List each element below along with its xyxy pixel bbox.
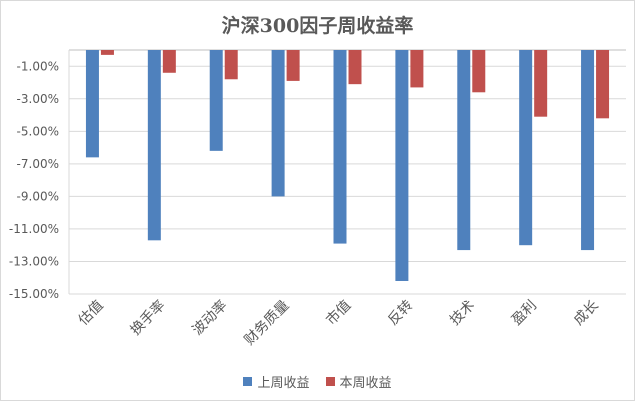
x-tick-label: 换手率	[127, 297, 169, 339]
bar-this-week	[286, 50, 300, 81]
legend-label-last-week: 上周收益	[257, 376, 310, 391]
bar-last-week	[395, 50, 409, 281]
y-tick-label: -7.00%	[17, 157, 59, 171]
x-tick-label: 财务质量	[242, 298, 293, 349]
legend-swatch-last-week	[243, 377, 253, 386]
bar-last-week	[457, 50, 471, 251]
bar-this-week	[348, 50, 362, 85]
bar-last-week	[271, 50, 285, 197]
y-tick-label: -5.00%	[17, 124, 59, 138]
chart-title: 沪深300因子周收益率	[221, 15, 414, 37]
legend-label-this-week: 本周收益	[339, 376, 392, 391]
y-tick-label: -11.00%	[9, 222, 59, 236]
bar-last-week	[209, 50, 223, 151]
x-tick-label: 盈利	[509, 298, 540, 329]
bar-chart: -1.00% -3.00% -5.00% -7.00% -9.00% -11.00% -13…	[9, 49, 626, 349]
y-tick-label: -13.00%	[9, 254, 59, 268]
y-tick-label: -3.00%	[17, 92, 59, 106]
bar-this-week	[534, 50, 548, 117]
legend-item-last-week: 上周收益	[243, 372, 310, 391]
x-tick-label: 成长	[571, 298, 602, 329]
x-tick-label: 波动率	[189, 297, 231, 339]
bar-this-week	[472, 50, 486, 93]
bar-last-week	[519, 50, 533, 246]
legend-swatch-this-week	[325, 377, 335, 386]
x-tick-label: 估值	[76, 298, 107, 329]
bar-this-week	[162, 50, 176, 73]
bar-last-week	[147, 50, 161, 241]
y-tick-label: -1.00%	[17, 59, 59, 73]
bar-this-week	[100, 50, 114, 55]
bar-last-week	[85, 50, 99, 158]
bar-last-week	[333, 50, 347, 244]
y-tick-label: -15.00%	[9, 287, 59, 301]
legend: 上周收益 本周收益	[1, 372, 634, 391]
x-tick-label: 技术	[447, 298, 478, 329]
y-tick-label: -9.00%	[17, 189, 59, 203]
bar-last-week	[581, 50, 595, 251]
legend-item-this-week: 本周收益	[325, 372, 392, 391]
bar-this-week	[410, 50, 424, 88]
bar-this-week	[224, 50, 238, 80]
bar-this-week	[596, 50, 610, 119]
x-tick-label: 市值	[323, 297, 355, 329]
x-tick-label: 反转	[385, 298, 416, 329]
